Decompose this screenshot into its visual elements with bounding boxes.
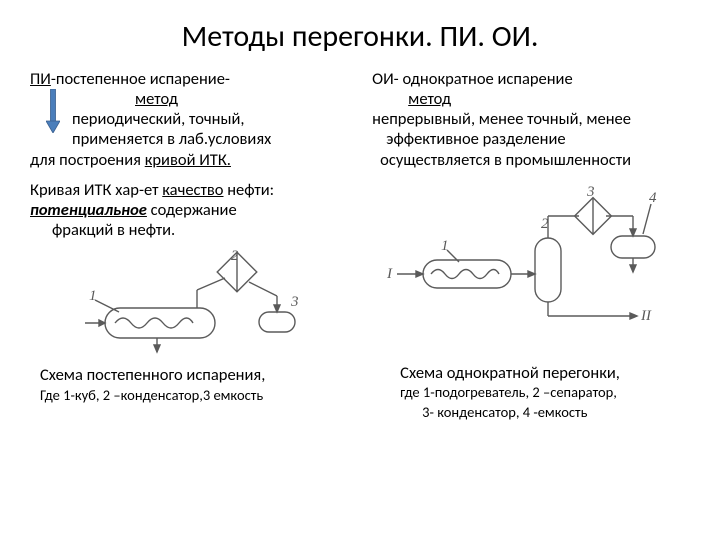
pi-abbr: ПИ (30, 69, 51, 89)
svg-text:I: I (386, 266, 393, 282)
down-arrow-icon (46, 89, 60, 133)
caption2-title: Схема однократной перегонки, (400, 363, 620, 383)
right-diagram-caption: Схема однократной перегонки, где 1-подог… (400, 364, 690, 423)
caption1-legend: Где 1-куб, 2 –конденсатор,3 емкость (40, 386, 263, 404)
caption1-title: Схема постепенного испарения, (40, 365, 265, 385)
pi-desc-line3a: для построения (30, 150, 145, 170)
method-word: метод (135, 89, 178, 109)
itk-line3: фракций в нефти. (52, 220, 175, 240)
two-column-layout: ПИ-постепенное испарение- метод периодич… (30, 69, 690, 423)
itk-line1c: нефти: (224, 180, 275, 200)
gradual-evaporation-diagram: 1 2 3 (77, 250, 307, 360)
right-column: ОИ- однократное испарение метод непрерыв… (372, 69, 690, 423)
itk-description: Кривая ИТК хар-ет качество нефти: потенц… (30, 180, 354, 240)
svg-text:1: 1 (441, 238, 449, 254)
svg-text:2: 2 (231, 250, 239, 264)
svg-text:3: 3 (586, 184, 595, 200)
oi-line1: ОИ- однократное испарение (372, 69, 573, 89)
svg-text:4: 4 (649, 190, 657, 206)
pi-desc-line1: периодический, точный, (72, 109, 245, 129)
single-evaporation-diagram: I 1 2 3 (381, 180, 681, 340)
method-word-right: метод (408, 89, 451, 109)
itk-line1a: Кривая ИТК хар-ет (30, 180, 162, 200)
caption2-legend-1: где 1-подогреватель, 2 –сепаратор, (400, 383, 617, 401)
pi-expansion: -постепенное испарение- (51, 69, 230, 89)
itk-line2b: содержание (147, 200, 237, 220)
oi-line4: эффективное разделение (386, 129, 565, 149)
itk-curve: кривой ИТК. (145, 150, 231, 170)
page-title: Методы перегонки. ПИ. ОИ. (30, 18, 690, 55)
svg-text:3: 3 (290, 294, 299, 310)
oi-line5: осуществляется в промышленности (380, 150, 631, 170)
oi-definition: ОИ- однократное испарение метод непрерыв… (372, 69, 690, 170)
left-diagram-caption: Схема постепенного испарения, Где 1-куб,… (40, 366, 354, 406)
left-column: ПИ-постепенное испарение- метод периодич… (30, 69, 354, 423)
svg-text:II: II (640, 308, 652, 324)
pi-definition: ПИ-постепенное испарение- метод периодич… (30, 69, 354, 170)
caption2-legend-2: 3- конденсатор, 4 -емкость (422, 403, 587, 421)
svg-text:1: 1 (89, 288, 97, 304)
potential-word: потенциальное (30, 200, 147, 220)
pi-desc-line2: применяется в лаб.условиях (72, 129, 271, 149)
oi-line3: непрерывный, менее точный, менее (372, 109, 631, 129)
quality-word: качество (162, 180, 223, 200)
